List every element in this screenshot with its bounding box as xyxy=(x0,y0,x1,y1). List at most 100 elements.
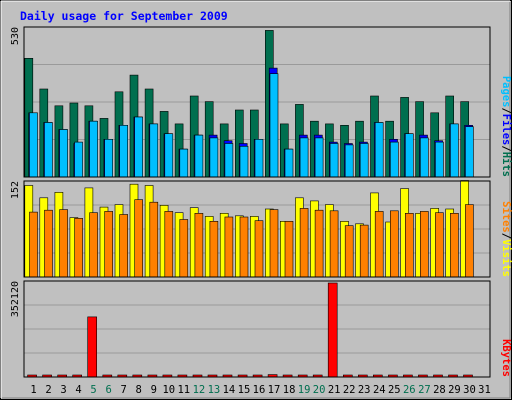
bar-pages-day-13 xyxy=(209,137,219,178)
x-tick-label-11: 11 xyxy=(177,384,190,396)
x-axis-labels: 1 2 3 4 5 6 7 8 9 10 11 12 13 14 15 16 17 18 19 20 21 22 23 24 2… xyxy=(30,384,490,396)
bar-pages-day-22 xyxy=(344,144,354,178)
legend-entry: / xyxy=(500,145,512,151)
bar-kbytes-day-21 xyxy=(327,282,338,378)
plot-border xyxy=(23,26,491,178)
legend: Sites/Visits xyxy=(500,201,512,277)
panel-visits-sites: 152 Sites/Visits xyxy=(10,180,512,278)
x-tick-label-3: 3 xyxy=(60,384,66,396)
x-tick-label-6: 6 xyxy=(106,384,112,396)
bar-sites-day-11 xyxy=(179,219,189,278)
x-tick-label-21: 21 xyxy=(328,384,341,396)
bar-sites-day-23 xyxy=(359,224,369,278)
bar-sites-day-14 xyxy=(224,216,234,278)
bar-pages-day-26 xyxy=(404,133,414,178)
legend-entry: / xyxy=(500,233,512,239)
bar-pages-day-21 xyxy=(329,143,339,178)
bar-pages-day-30 xyxy=(465,126,474,178)
bar-sites-day-16 xyxy=(254,220,264,278)
bar-pages-day-2 xyxy=(44,122,53,178)
x-tick-label-26: 26 xyxy=(403,384,416,396)
bar-kbytes-day-5 xyxy=(87,316,97,378)
legend-entry: KBytes xyxy=(500,339,512,377)
bar-sites-day-7 xyxy=(119,214,128,278)
bar-pages-day-3 xyxy=(59,129,68,178)
x-tick-label-22: 22 xyxy=(343,384,356,396)
bar-sites-day-3 xyxy=(59,209,68,278)
y-max-label: 152 xyxy=(10,181,21,199)
x-tick-label-9: 9 xyxy=(151,384,157,396)
x-tick-label-30: 30 xyxy=(463,384,476,396)
legend-entry: Pages xyxy=(500,76,512,108)
x-tick-label-27: 27 xyxy=(418,384,431,396)
x-tick-label-28: 28 xyxy=(433,384,446,396)
bar-pages-day-29 xyxy=(450,123,459,178)
bar-sites-day-27 xyxy=(419,211,429,278)
bar-sites-day-10 xyxy=(164,211,174,278)
x-tick-label-31: 31 xyxy=(478,384,491,396)
bar-pages-day-20 xyxy=(314,137,324,178)
bar-sites-day-30 xyxy=(465,204,474,278)
legend: KBytes xyxy=(500,339,512,377)
x-tick-label-18: 18 xyxy=(283,384,296,396)
chart-title: Daily usage for September 2009 xyxy=(20,9,228,23)
x-tick-label-29: 29 xyxy=(448,384,461,396)
bar-sites-day-8 xyxy=(134,199,143,278)
bar-pages-day-11 xyxy=(179,148,189,178)
bar-sites-day-24 xyxy=(374,211,384,278)
x-tick-label-25: 25 xyxy=(388,384,401,396)
bar-sites-day-19 xyxy=(299,208,309,278)
bar-pages-day-7 xyxy=(119,125,128,178)
x-tick-label-19: 19 xyxy=(298,384,311,396)
bar-pages-day-27 xyxy=(419,137,429,178)
bar-sites-day-5 xyxy=(89,212,98,278)
x-tick-label-14: 14 xyxy=(223,384,236,396)
bar-sites-day-9 xyxy=(149,201,159,278)
x-tick-label-16: 16 xyxy=(253,384,266,396)
x-tick-label-5: 5 xyxy=(90,384,96,396)
bar-pages-day-1 xyxy=(29,112,38,178)
x-tick-label-24: 24 xyxy=(373,384,386,396)
legend-entry: Sites xyxy=(500,201,512,233)
bar-sites-day-20 xyxy=(314,209,324,278)
x-tick-label-8: 8 xyxy=(136,384,142,396)
legend-entry: / xyxy=(500,107,512,113)
y-max-label: 352120 xyxy=(10,281,21,317)
x-tick-label-15: 15 xyxy=(238,384,251,396)
bar-pages-day-8 xyxy=(134,116,143,178)
x-tick-label-17: 17 xyxy=(268,384,281,396)
bar-pages-day-23 xyxy=(359,143,369,178)
panel-kbytes: 352120 KBytes xyxy=(10,280,512,378)
bar-sites-day-4 xyxy=(74,218,83,278)
bar-sites-day-29 xyxy=(450,213,459,278)
x-tick-label-2: 2 xyxy=(45,384,51,396)
bar-sites-day-13 xyxy=(209,221,219,278)
bar-pages-day-5 xyxy=(89,120,98,178)
bar-sites-day-17 xyxy=(269,209,279,278)
bar-sites-day-15 xyxy=(239,216,249,278)
bar-sites-day-28 xyxy=(435,212,444,278)
bar-pages-day-15 xyxy=(239,146,249,178)
bar-sites-day-26 xyxy=(404,213,414,278)
plot-border xyxy=(23,180,491,278)
bar-pages-day-14 xyxy=(224,143,234,178)
y-max-label: 530 xyxy=(10,27,21,45)
bar-sites-day-12 xyxy=(194,213,204,278)
bar-sites-day-22 xyxy=(344,225,354,278)
x-tick-label-13: 13 xyxy=(208,384,221,396)
x-tick-label-10: 10 xyxy=(162,384,175,396)
bar-pages-day-17 xyxy=(269,73,279,178)
bar-pages-day-25 xyxy=(389,141,399,178)
bar-pages-day-10 xyxy=(164,133,174,178)
legend-entry: Hits xyxy=(500,152,512,177)
x-tick-label-12: 12 xyxy=(193,384,206,396)
bar-sites-day-21 xyxy=(329,210,339,278)
bar-sites-day-18 xyxy=(284,221,294,278)
legend-entry: Files xyxy=(500,114,512,146)
x-tick-label-7: 7 xyxy=(121,384,127,396)
plot-border xyxy=(23,280,491,378)
bar-pages-day-28 xyxy=(435,141,444,178)
x-tick-label-23: 23 xyxy=(358,384,371,396)
bar-sites-day-2 xyxy=(44,209,53,278)
bar-pages-day-9 xyxy=(149,123,159,178)
